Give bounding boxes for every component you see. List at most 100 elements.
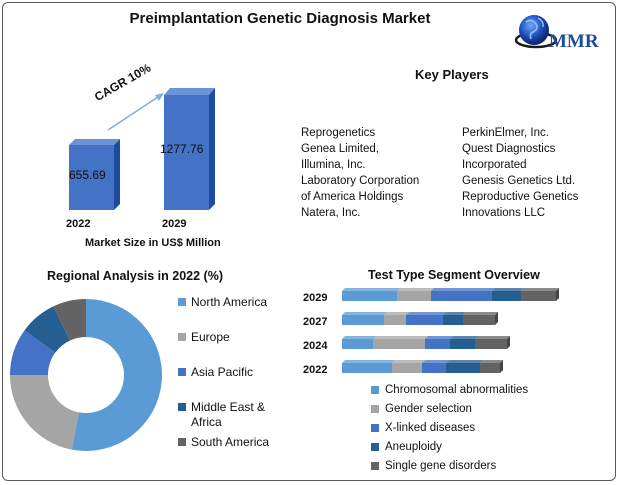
key-player: Quest Diagnostics xyxy=(462,143,556,155)
key-player: of America Holdings xyxy=(301,191,404,203)
bar-segment-top xyxy=(492,288,524,291)
page-frame xyxy=(2,2,616,481)
bar-end-face xyxy=(500,360,503,373)
market-size-chart xyxy=(69,88,215,210)
bar-segment-top xyxy=(446,360,483,363)
bar-segment-top xyxy=(342,312,387,315)
bar-segment-2027-x-linked-diseases xyxy=(406,315,443,325)
bar-segment-top xyxy=(475,336,510,339)
donut-slice-europe xyxy=(9,375,79,450)
bar-segment-2029-gender-selection xyxy=(397,291,431,301)
bar-segment-top xyxy=(431,288,495,291)
bar-segment-2029-aneuploidy xyxy=(492,291,521,301)
bar-segment-2024-x-linked-diseases xyxy=(425,339,450,349)
legend-item-middle-east-africa: Middle East & Africa xyxy=(178,400,288,435)
bar-segment-top xyxy=(342,360,395,363)
bar-end-face xyxy=(495,312,498,325)
legend-swatch xyxy=(371,385,379,394)
bar-segment-top xyxy=(342,288,400,291)
key-player: Reproductive Genetics xyxy=(462,191,579,203)
regional-donut-chart xyxy=(9,299,163,451)
bar-segment-2022-chromosomal-abnormalities xyxy=(342,363,392,373)
donut-slice-north-america xyxy=(71,299,163,451)
legend-label: Europe xyxy=(191,330,230,344)
bar-segment-2024-aneuploidy xyxy=(450,339,475,349)
bar-segment-2022-gender-selection xyxy=(392,363,422,373)
bar-segment-top xyxy=(384,312,409,315)
bar-segment-top xyxy=(443,312,466,315)
bar-segment-2024-gender-selection xyxy=(373,339,425,349)
bar-segment-2029-x-linked-diseases xyxy=(431,291,492,301)
legend-item-south-america: South America xyxy=(178,435,288,455)
bar-segment-2027-aneuploidy xyxy=(443,315,463,325)
key-players-col-2: PerkinElmer, Inc. Quest Diagnostics Inco… xyxy=(462,125,578,221)
legend-label: Aneuploidy xyxy=(385,440,442,453)
key-player: Genea Limited, xyxy=(301,143,379,155)
legend-label: X-linked diseases xyxy=(385,421,476,434)
logo-text: MMR xyxy=(549,31,599,52)
legend-label: Middle East & Africa xyxy=(191,400,266,429)
bar-2022 xyxy=(69,139,120,210)
key-players-col-1: Reprogenetics Genea Limited, Illumina, I… xyxy=(301,125,419,221)
bar-segment-top xyxy=(463,312,498,315)
legend-swatch xyxy=(371,461,379,470)
bar-segment-top xyxy=(480,360,503,363)
legend-swatch xyxy=(178,368,186,376)
key-players-title: Key Players xyxy=(415,67,489,82)
bar-end-face xyxy=(556,288,559,301)
legend-label: Asia Pacific xyxy=(191,365,254,379)
legend-swatch xyxy=(371,404,379,413)
legend-swatch xyxy=(371,423,379,432)
bar-segment-top xyxy=(450,336,478,339)
page-title: Preimplantation Genetic Diagnosis Market xyxy=(129,10,431,27)
key-player: Reprogenetics xyxy=(301,127,376,139)
legend-item-chromosomal: Chromosomal abnormalities xyxy=(371,380,528,399)
row-year-2029: 2029 xyxy=(303,292,328,304)
donut-slice-asia-pacific xyxy=(10,330,56,375)
legend-swatch xyxy=(371,442,379,451)
bar-segment-2027-gender-selection xyxy=(384,315,406,325)
bar-segment-2029-chromosomal-abnormalities xyxy=(342,291,397,301)
globe-icon xyxy=(519,15,549,45)
bar-year-2029: 2029 xyxy=(162,218,187,230)
bar-segment-2022-x-linked-diseases xyxy=(422,363,446,373)
legend-swatch xyxy=(178,438,186,446)
bar-segment-2024-chromosomal-abnormalities xyxy=(342,339,373,349)
row-year-2022: 2022 xyxy=(303,364,328,376)
key-player: PerkinElmer, Inc. xyxy=(462,127,549,139)
key-player: Genesis Genetics Ltd. xyxy=(462,175,576,187)
key-player: Innovations LLC xyxy=(462,207,546,219)
legend-item-aneuploidy: Aneuploidy xyxy=(371,437,528,456)
legend-item-europe: Europe xyxy=(178,330,288,365)
bar-end-face xyxy=(507,336,510,349)
bar-year-2022: 2022 xyxy=(66,218,91,230)
bar-segment-top xyxy=(521,288,559,291)
bar-segment-2022-aneuploidy xyxy=(446,363,480,373)
legend-label: Gender selection xyxy=(385,402,472,415)
bar-segment-top xyxy=(422,360,449,363)
bar-segment-2027-chromosomal-abnormalities xyxy=(342,315,384,325)
regional-legend: North America Europe Asia Pacific Middle… xyxy=(178,295,288,455)
legend-swatch xyxy=(178,403,186,411)
legend-item-north-america: North America xyxy=(178,295,288,330)
legend-label: North America xyxy=(191,295,268,309)
legend-label: Chromosomal abnormalities xyxy=(385,383,529,396)
bar-segment-top xyxy=(406,312,446,315)
test-type-stacked-chart xyxy=(342,288,559,373)
row-year-2024: 2024 xyxy=(303,340,328,352)
legend-item-x-linked: X-linked diseases xyxy=(371,418,528,437)
bar-segment-2027-single-gene-disorders xyxy=(463,315,495,325)
test-type-title: Test Type Segment Overview xyxy=(368,268,540,282)
legend-item-asia-pacific: Asia Pacific xyxy=(178,365,288,400)
regional-title: Regional Analysis in 2022 (%) xyxy=(47,269,223,283)
key-player: Incorporated xyxy=(462,159,527,171)
row-year-2027: 2027 xyxy=(303,316,328,328)
bar-segment-top xyxy=(373,336,428,339)
bar-segment-top xyxy=(425,336,453,339)
cagr-arrow xyxy=(107,93,164,131)
bar-segment-2022-single-gene-disorders xyxy=(480,363,500,373)
bar-segment-top xyxy=(392,360,425,363)
bar-segment-top xyxy=(342,336,376,339)
donut-slice-south-america xyxy=(53,299,86,341)
key-player: Illumina, Inc. xyxy=(301,159,366,171)
